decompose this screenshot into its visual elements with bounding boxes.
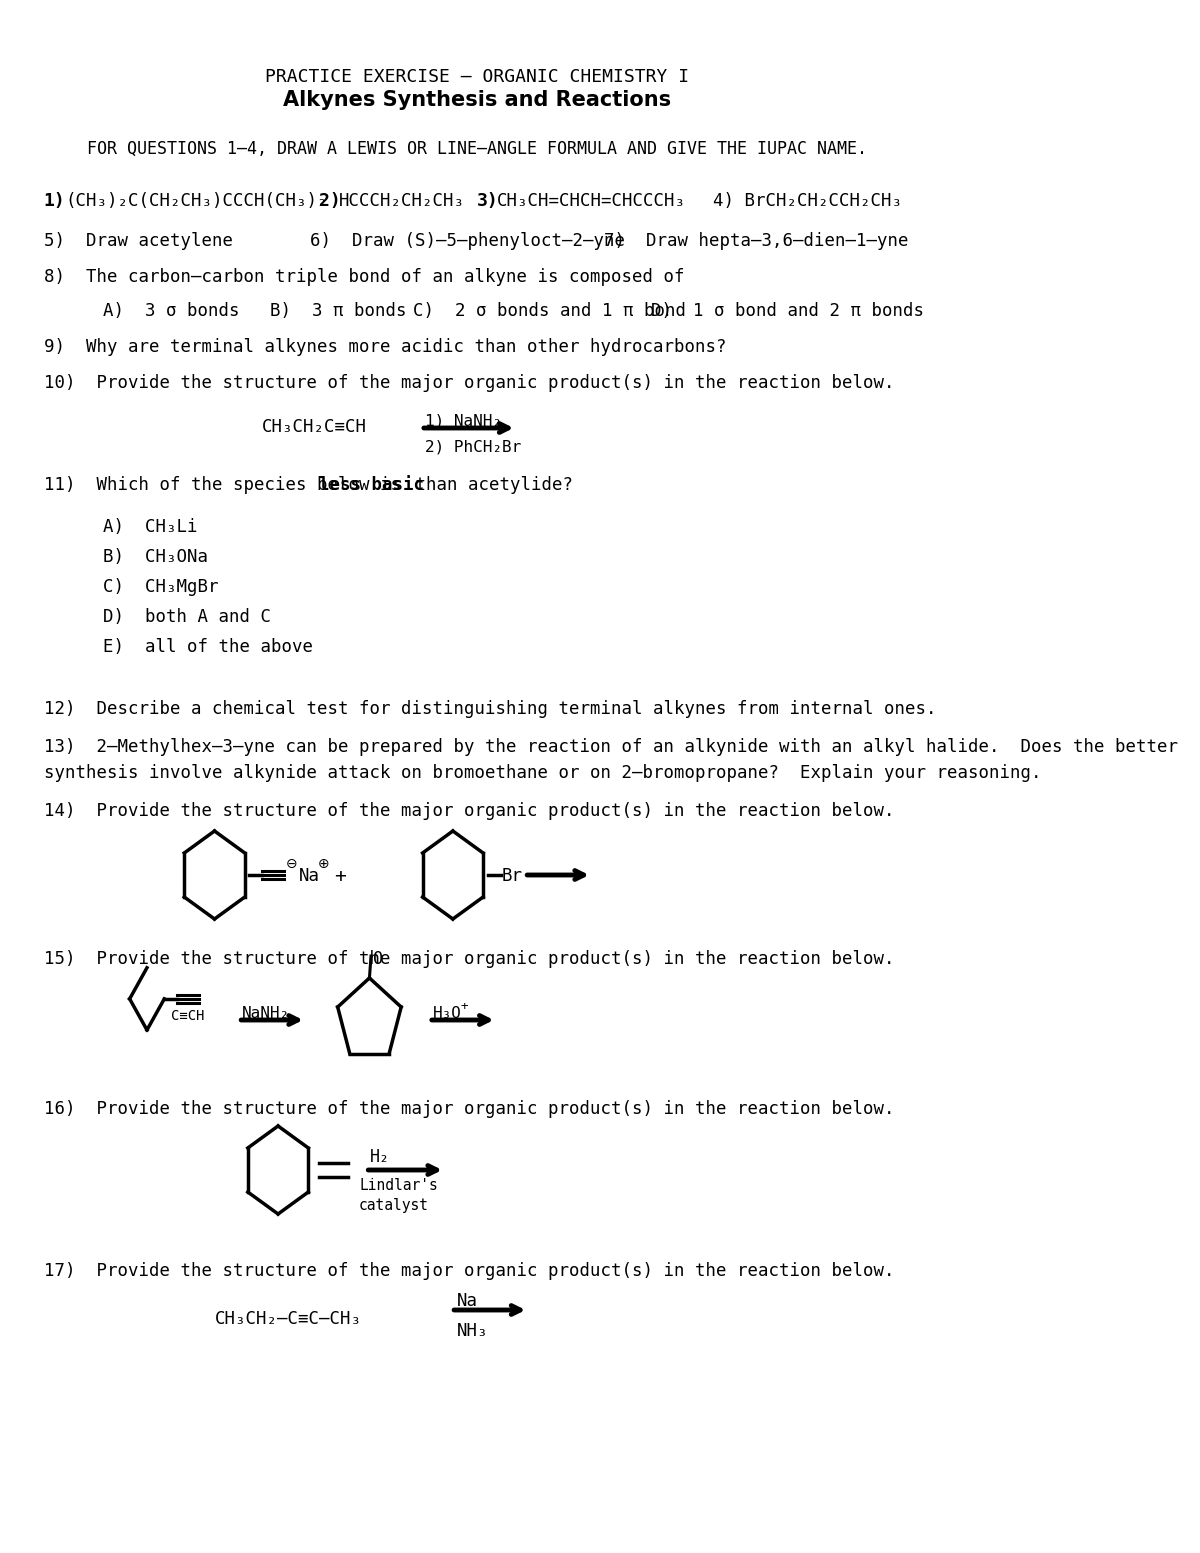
Text: D)  both A and C: D) both A and C: [103, 609, 271, 626]
Text: 4) BrCH₂CH₂CCH₂CH₃: 4) BrCH₂CH₂CCH₂CH₃: [714, 193, 902, 210]
Text: NH₃: NH₃: [457, 1322, 488, 1340]
Text: E)  all of the above: E) all of the above: [103, 638, 313, 655]
Text: 14)  Provide the structure of the major organic product(s) in the reaction below: 14) Provide the structure of the major o…: [43, 801, 894, 820]
Text: (CH₃)₂C(CH₂CH₃)CCCH(CH₃)₂: (CH₃)₂C(CH₂CH₃)CCCH(CH₃)₂: [65, 193, 328, 210]
Text: PRACTICE EXERCISE – ORGANIC CHEMISTRY I: PRACTICE EXERCISE – ORGANIC CHEMISTRY I: [265, 68, 689, 85]
Text: 1): 1): [43, 193, 66, 210]
Text: 6)  Draw (S)–5–phenyloct–2–yne: 6) Draw (S)–5–phenyloct–2–yne: [310, 231, 625, 250]
Text: 12)  Describe a chemical test for distinguishing terminal alkynes from internal : 12) Describe a chemical test for disting…: [43, 700, 936, 717]
Text: 17)  Provide the structure of the major organic product(s) in the reaction below: 17) Provide the structure of the major o…: [43, 1263, 894, 1280]
Text: CH₃CH₂–C≡C–CH₃: CH₃CH₂–C≡C–CH₃: [215, 1311, 361, 1328]
Text: Alkynes Synthesis and Reactions: Alkynes Synthesis and Reactions: [283, 90, 671, 110]
Text: 1) NaNH₂: 1) NaNH₂: [425, 413, 502, 429]
Text: HCCCH₂CH₂CH₃: HCCCH₂CH₂CH₃: [338, 193, 464, 210]
Text: NaNH₂: NaNH₂: [242, 1006, 290, 1020]
Text: 16)  Provide the structure of the major organic product(s) in the reaction below: 16) Provide the structure of the major o…: [43, 1100, 894, 1118]
Text: 10)  Provide the structure of the major organic product(s) in the reaction below: 10) Provide the structure of the major o…: [43, 374, 894, 391]
Text: 15)  Provide the structure of the major organic product(s) in the reaction below: 15) Provide the structure of the major o…: [43, 950, 894, 968]
Text: than acetylide?: than acetylide?: [406, 477, 574, 494]
Text: Br: Br: [502, 867, 523, 885]
Text: ⊖: ⊖: [286, 857, 298, 871]
Text: CH₃CH₂C≡CH: CH₃CH₂C≡CH: [262, 418, 367, 436]
Text: A)  3 σ bonds: A) 3 σ bonds: [103, 301, 240, 320]
Text: O: O: [373, 950, 383, 968]
Text: A)  CH₃Li: A) CH₃Li: [103, 519, 198, 536]
Text: H₂: H₂: [370, 1148, 390, 1166]
Text: Na: Na: [457, 1292, 478, 1311]
Text: 7)  Draw hepta–3,6–dien–1–yne: 7) Draw hepta–3,6–dien–1–yne: [604, 231, 908, 250]
Text: 2): 2): [319, 193, 341, 210]
Text: ⊕: ⊕: [318, 857, 330, 871]
Text: +: +: [334, 867, 346, 887]
Text: C≡CH: C≡CH: [170, 1009, 204, 1023]
Text: 13)  2–Methylhex–3–yne can be prepared by the reaction of an alkynide with an al: 13) 2–Methylhex–3–yne can be prepared by…: [43, 738, 1177, 756]
Text: 3): 3): [476, 193, 498, 210]
Text: Na: Na: [299, 867, 319, 885]
Text: C)  2 σ bonds and 1 π bond: C) 2 σ bonds and 1 π bond: [413, 301, 686, 320]
Text: synthesis involve alkynide attack on bromoethane or on 2–bromopropane?  Explain : synthesis involve alkynide attack on bro…: [43, 764, 1042, 783]
Text: 8)  The carbon–carbon triple bond of an alkyne is composed of: 8) The carbon–carbon triple bond of an a…: [43, 269, 684, 286]
Text: less basic: less basic: [319, 477, 425, 494]
Text: Lindlar's: Lindlar's: [359, 1179, 438, 1193]
Text: B)  3 π bonds: B) 3 π bonds: [270, 301, 407, 320]
Text: H₃O: H₃O: [433, 1006, 462, 1020]
Text: D)  1 σ bond and 2 π bonds: D) 1 σ bond and 2 π bonds: [652, 301, 924, 320]
Text: 2) PhCH₂Br: 2) PhCH₂Br: [425, 439, 521, 455]
Text: B)  CH₃ONa: B) CH₃ONa: [103, 548, 209, 565]
Text: C)  CH₃MgBr: C) CH₃MgBr: [103, 578, 218, 596]
Text: 5)  Draw acetylene: 5) Draw acetylene: [43, 231, 233, 250]
Text: 9)  Why are terminal alkynes more acidic than other hydrocarbons?: 9) Why are terminal alkynes more acidic …: [43, 339, 726, 356]
Text: 11)  Which of the species below is: 11) Which of the species below is: [43, 477, 412, 494]
Text: +: +: [461, 1000, 468, 1013]
Text: FOR QUESTIONS 1–4, DRAW A LEWIS OR LINE–ANGLE FORMULA AND GIVE THE IUPAC NAME.: FOR QUESTIONS 1–4, DRAW A LEWIS OR LINE–…: [86, 140, 866, 158]
Text: catalyst: catalyst: [359, 1197, 430, 1213]
Text: CH₃CH=CHCH=CHCCCH₃: CH₃CH=CHCH=CHCCCH₃: [497, 193, 685, 210]
